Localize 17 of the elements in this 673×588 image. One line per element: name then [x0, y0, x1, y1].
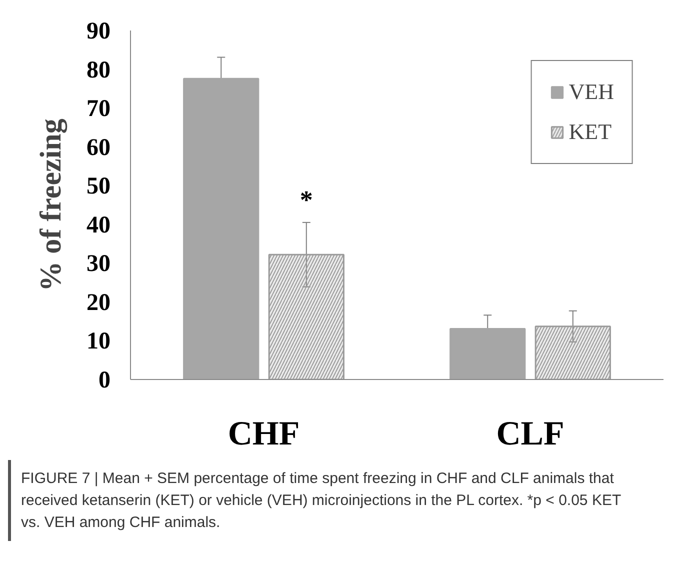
x-tick-label: CHF	[228, 416, 300, 452]
legend-label: KET	[568, 119, 612, 145]
y-tick-label: 0	[98, 368, 110, 394]
y-tick-label: 20	[86, 290, 110, 316]
y-axis-title: % of freezing	[34, 118, 68, 292]
annotation: *	[300, 185, 313, 214]
x-tick-label: CLF	[496, 416, 564, 452]
y-tick-label: 40	[86, 212, 110, 238]
caption: FIGURE 7 | Mean + SEM percentage of time spent freezing in CHF and CLF animals that received ketanserin (KET) or vehicle (VEH) microinjections in the PL cortex. *p < 0.05 KET vs. VEH among CHF animals.	[21, 469, 622, 532]
y-tick-label: 30	[86, 251, 110, 278]
y-tick-label: 50	[86, 174, 110, 200]
y-tick-label: 10	[86, 328, 110, 355]
legend-label: VEH	[568, 79, 614, 105]
y-tick-label: 90	[86, 18, 110, 44]
y-tick-label: 70	[86, 96, 110, 122]
y-tick-label: 80	[86, 57, 110, 84]
y-tick-label: 60	[86, 134, 110, 161]
